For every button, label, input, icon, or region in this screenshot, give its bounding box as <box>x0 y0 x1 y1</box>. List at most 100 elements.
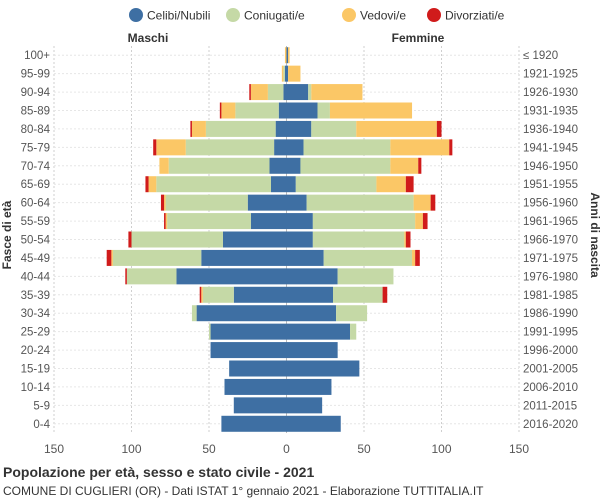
bar-female-coniugate-35-39 <box>333 286 383 303</box>
bar-male-celibi-80-84 <box>275 120 287 137</box>
birth-year-label-19: 2011-2015 <box>523 400 577 412</box>
bar-male-celibi-95-99 <box>284 65 287 82</box>
x-tick-label-4: 50 <box>357 442 371 456</box>
bar-female-divorziate-45-49 <box>415 249 420 266</box>
bar-female-nubili-40-44 <box>286 268 338 285</box>
bar-male-coniugati-25-29 <box>209 323 211 340</box>
bar-female-vedove-50-54 <box>404 231 406 248</box>
age-label-10: 50-54 <box>21 235 51 247</box>
bar-male-coniugati-85-89 <box>235 102 279 119</box>
bar-female-nubili-0-4 <box>286 415 341 432</box>
birth-year-label-8: 1956-1960 <box>523 198 578 210</box>
x-tick-label-3: 0 <box>283 442 290 456</box>
birth-year-label-1: 1921-1925 <box>523 69 578 81</box>
bar-male-coniugati-80-84 <box>205 120 276 137</box>
age-label-2: 90-94 <box>21 87 51 99</box>
birth-year-axis: ≤ 1920 1921-1925 1926-1930 1931-1935 1936-19… <box>523 50 578 431</box>
age-label-19: 5-9 <box>33 400 50 412</box>
bar-male-vedovi-80-84 <box>191 120 206 137</box>
bar-male-divorziati-85-89 <box>219 102 222 119</box>
bar-female-nubili-100+ <box>286 47 289 64</box>
age-label-6: 70-74 <box>21 161 51 173</box>
bar-male-celibi-5-9 <box>233 397 287 414</box>
bar-male-celibi-25-29 <box>210 323 287 340</box>
bar-male-celibi-0-4 <box>221 415 287 432</box>
bar-male-divorziati-75-79 <box>153 139 157 156</box>
bar-female-vedove-70-74 <box>390 157 419 174</box>
bar-female-vedove-75-79 <box>390 139 450 156</box>
bar-male-celibi-10-14 <box>224 378 287 395</box>
bar-male-celibi-30-34 <box>196 305 287 322</box>
bar-female-coniugate-30-34 <box>336 305 368 322</box>
bar-female-nubili-85-89 <box>286 102 318 119</box>
legend-label-2: Vedovi/e <box>360 9 406 23</box>
bar-female-nubili-45-49 <box>286 249 324 266</box>
birth-year-label-14: 1986-1990 <box>523 308 578 320</box>
bar-female-coniugate-55-59 <box>312 213 416 230</box>
bar-male-celibi-45-49 <box>201 249 287 266</box>
birth-year-label-18: 2006-2010 <box>523 382 578 394</box>
bar-female-vedove-95-99 <box>288 65 301 82</box>
bar-female-nubili-70-74 <box>286 157 301 174</box>
bar-male-celibi-55-59 <box>250 213 287 230</box>
bar-female-divorziate-55-59 <box>422 213 428 230</box>
legend-label-1: Coniugati/e <box>244 9 305 23</box>
x-tick-label-1: 100 <box>121 442 141 456</box>
bar-female-coniugate-65-69 <box>295 176 377 193</box>
birth-year-label-4: 1936-1940 <box>523 124 578 136</box>
bar-female-coniugate-70-74 <box>300 157 391 174</box>
birth-year-label-5: 1941-1945 <box>523 142 578 154</box>
bar-female-nubili-15-19 <box>286 360 360 377</box>
bar-female-divorziate-70-74 <box>418 157 422 174</box>
bar-male-vedovi-65-69 <box>148 176 157 193</box>
x-axis: 150 100 50 0 50 100 150 <box>44 442 529 456</box>
age-label-1: 95-99 <box>21 69 50 81</box>
birth-year-label-0: ≤ 1920 <box>523 50 558 62</box>
bar-male-divorziati-65-69 <box>145 176 149 193</box>
age-label-15: 25-29 <box>21 327 50 339</box>
bar-female-divorziate-35-39 <box>382 286 388 303</box>
birth-year-label-10: 1966-1970 <box>523 235 578 247</box>
bar-male-celibi-15-19 <box>229 360 287 377</box>
birth-year-label-15: 1991-1995 <box>523 327 578 339</box>
bar-male-divorziati-50-54 <box>128 231 132 248</box>
bar-female-nubili-5-9 <box>286 397 323 414</box>
birth-year-label-9: 1961-1965 <box>523 216 578 228</box>
bar-male-celibi-60-64 <box>247 194 287 211</box>
bar-female-vedove-65-69 <box>376 176 406 193</box>
bar-female-coniugate-75-79 <box>303 139 391 156</box>
legend-label-3: Divorziati/e <box>445 9 505 23</box>
bar-male-coniugati-75-79 <box>185 139 275 156</box>
bar-male-vedovi-35-39 <box>201 286 203 303</box>
y-axis-right-title: Anni di nascita <box>588 192 600 278</box>
bars <box>106 47 453 432</box>
age-label-9: 55-59 <box>21 216 50 228</box>
age-label-0: 100+ <box>24 50 50 62</box>
legend-marker-1 <box>226 8 240 22</box>
bar-female-nubili-65-69 <box>286 176 296 193</box>
bar-female-vedove-80-84 <box>356 120 437 137</box>
x-tick-label-5: 100 <box>431 442 451 456</box>
legend-marker-3 <box>427 8 441 22</box>
x-tick-label-0: 150 <box>44 442 64 456</box>
bar-female-nubili-50-54 <box>286 231 313 248</box>
bar-male-vedovi-95-99 <box>281 65 284 82</box>
age-label-14: 30-34 <box>21 308 51 320</box>
bar-male-divorziati-40-44 <box>125 268 127 285</box>
birth-year-label-13: 1981-1985 <box>523 290 578 302</box>
bar-male-coniugati-70-74 <box>168 157 270 174</box>
bar-male-divorziati-35-39 <box>199 286 202 303</box>
bar-female-divorziate-50-54 <box>405 231 411 248</box>
bar-female-coniugate-25-29 <box>350 323 357 340</box>
birth-year-label-3: 1931-1935 <box>523 106 578 118</box>
bar-male-celibi-90-94 <box>283 84 287 101</box>
bar-male-vedovi-55-59 <box>165 213 168 230</box>
bar-male-coniugati-30-34 <box>191 305 197 322</box>
age-label-5: 75-79 <box>21 142 50 154</box>
age-label-16: 20-24 <box>21 345 51 357</box>
bar-male-coniugati-90-94 <box>267 84 284 101</box>
bar-male-celibi-65-69 <box>271 176 287 193</box>
bar-female-nubili-10-14 <box>286 378 332 395</box>
bar-male-vedovi-70-74 <box>159 157 169 174</box>
bar-female-nubili-60-64 <box>286 194 307 211</box>
